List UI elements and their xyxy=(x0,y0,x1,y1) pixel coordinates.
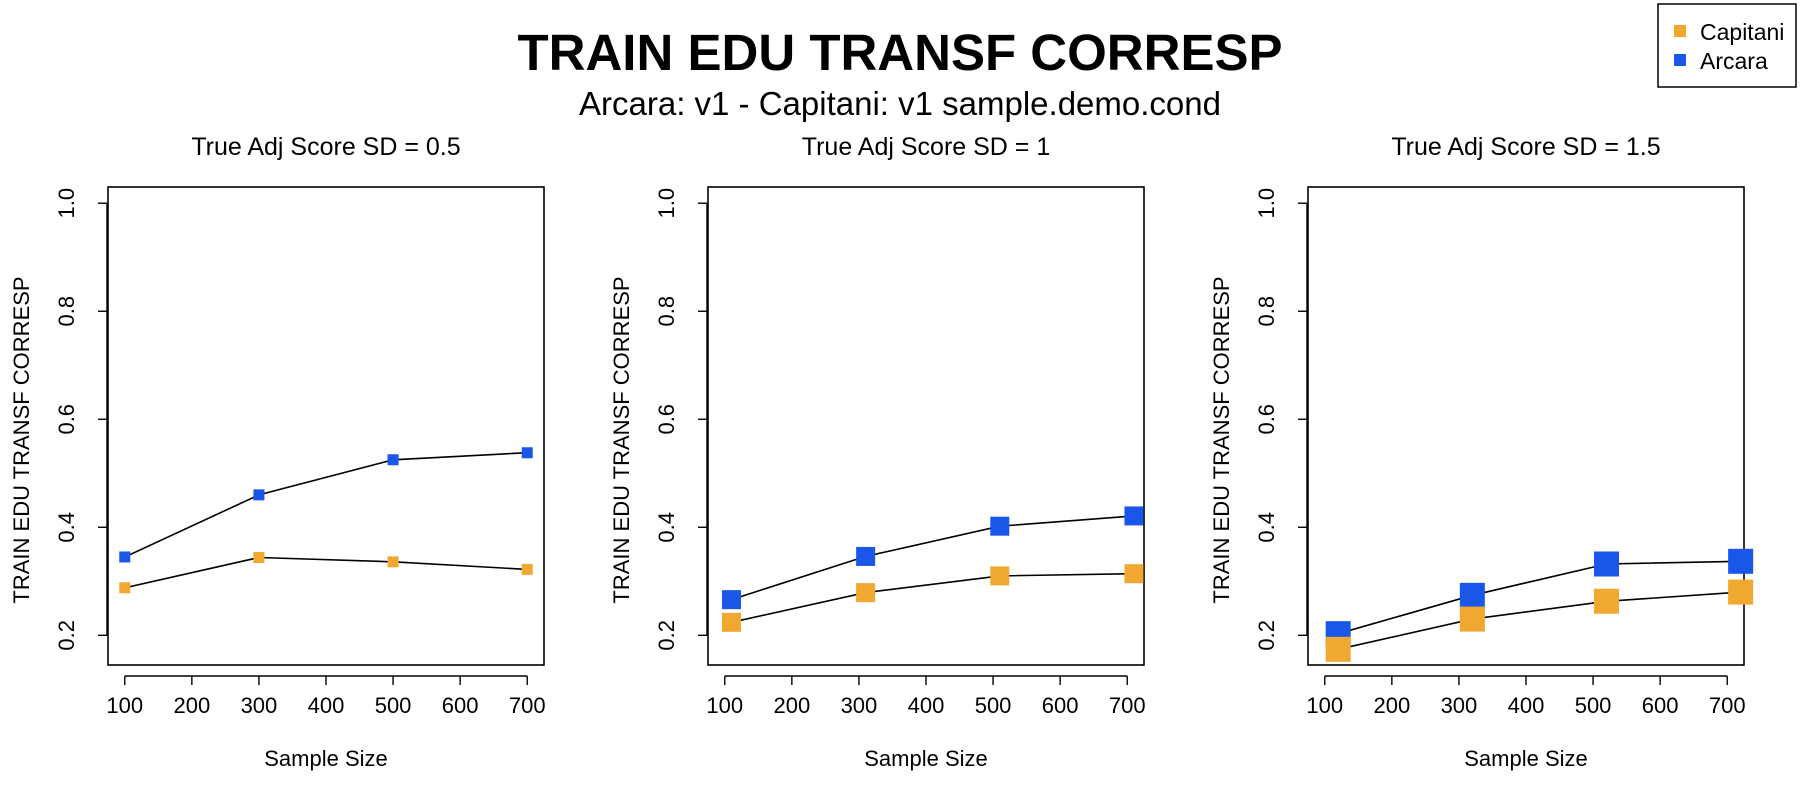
x-tick-label: 400 xyxy=(908,693,945,718)
x-tick-label: 400 xyxy=(1508,693,1545,718)
data-point-arcara xyxy=(1728,548,1754,574)
x-tick-label: 600 xyxy=(1042,693,1079,718)
data-point-arcara xyxy=(721,590,741,610)
series-line-capitani xyxy=(731,572,1134,624)
x-tick-label: 700 xyxy=(509,693,546,718)
data-point-capitani xyxy=(1325,636,1351,662)
data-point-capitani xyxy=(990,566,1010,586)
data-point-capitani xyxy=(387,556,399,568)
y-tick-label: 0.2 xyxy=(1254,620,1279,651)
series-line-capitani xyxy=(1338,591,1741,651)
y-axis-label: TRAIN EDU TRANSF CORRESP xyxy=(9,276,34,603)
legend-box xyxy=(1657,3,1797,88)
x-tick-label: 100 xyxy=(106,693,143,718)
panel-title: True Adj Score SD = 1.5 xyxy=(1391,133,1660,161)
legend: Capitani Arcara xyxy=(1657,3,1797,88)
y-axis-label: TRAIN EDU TRANSF CORRESP xyxy=(609,276,634,603)
data-point-arcara xyxy=(990,516,1010,536)
x-tick-label: 500 xyxy=(375,693,412,718)
data-point-capitani xyxy=(521,563,533,575)
y-tick-label: 0.4 xyxy=(654,512,679,543)
x-tick-label: 500 xyxy=(975,693,1012,718)
series-line-capitani xyxy=(124,556,528,589)
series-line-arcara xyxy=(731,515,1134,601)
x-tick-label: 300 xyxy=(241,693,278,718)
chart-panel-3: True Adj Score SD = 1.5 100 200 300 400 500 60… xyxy=(1209,133,1754,771)
y-axis-label: TRAIN EDU TRANSF CORRESP xyxy=(1209,276,1234,603)
y-tick-label: 0.2 xyxy=(54,620,79,651)
legend-swatch-arcara xyxy=(1674,54,1686,66)
data-point-capitani xyxy=(856,583,876,603)
panel-title: True Adj Score SD = 0.5 xyxy=(191,133,460,161)
data-point-arcara xyxy=(1459,582,1485,608)
x-tick-label: 400 xyxy=(308,693,345,718)
x-tick-label: 600 xyxy=(442,693,479,718)
x-tick-label: 700 xyxy=(1709,693,1746,718)
plot-frame xyxy=(1307,186,1745,666)
plot-frame xyxy=(707,186,1145,666)
chart-panel-2: True Adj Score SD = 1 100 200 300 400 500 600 7… xyxy=(609,133,1146,771)
x-tick-label: 200 xyxy=(173,693,210,718)
data-point-arcara xyxy=(253,489,265,501)
x-tick-label: 200 xyxy=(1373,693,1410,718)
data-point-capitani xyxy=(1728,579,1754,605)
x-axis-label: Sample Size xyxy=(864,746,988,771)
y-tick-label: 0.2 xyxy=(654,620,679,651)
x-tick-label: 200 xyxy=(773,693,810,718)
x-axis-label: Sample Size xyxy=(264,746,388,771)
data-point-arcara xyxy=(119,551,131,563)
y-tick-label: 0.4 xyxy=(1254,512,1279,543)
panel-title: True Adj Score SD = 1 xyxy=(802,133,1051,161)
data-point-arcara xyxy=(1124,506,1144,526)
data-point-capitani xyxy=(119,582,131,594)
x-tick-label: 300 xyxy=(1441,693,1478,718)
data-point-capitani xyxy=(1124,564,1144,584)
x-tick-label: 100 xyxy=(1306,693,1343,718)
data-point-arcara xyxy=(1593,551,1619,577)
data-point-capitani xyxy=(1593,588,1619,614)
legend-swatch-capitani xyxy=(1674,25,1686,37)
series-line-arcara xyxy=(1337,560,1741,635)
y-tick-label: 0.6 xyxy=(654,404,679,435)
y-tick-label: 0.8 xyxy=(1254,296,1279,327)
plot-frame xyxy=(107,186,545,666)
y-tick-label: 1.0 xyxy=(54,188,79,219)
y-tick-label: 0.8 xyxy=(54,296,79,327)
legend-label-capitani: Capitani xyxy=(1700,19,1784,45)
y-tick-label: 0.6 xyxy=(1254,404,1279,435)
legend-label-arcara: Arcara xyxy=(1700,48,1768,74)
data-point-arcara xyxy=(521,447,533,459)
data-point-capitani xyxy=(253,552,265,564)
data-point-capitani xyxy=(1459,606,1485,632)
y-tick-label: 0.4 xyxy=(54,512,79,543)
figure-subtitle: Arcara: v1 - Capitani: v1 sample.demo.co… xyxy=(579,85,1221,122)
y-tick-label: 0.6 xyxy=(54,404,79,435)
x-tick-label: 700 xyxy=(1109,693,1146,718)
x-tick-label: 300 xyxy=(841,693,878,718)
figure-title: TRAIN EDU TRANSF CORRESP xyxy=(517,24,1282,81)
x-tick-label: 600 xyxy=(1642,693,1679,718)
y-tick-label: 1.0 xyxy=(1254,188,1279,219)
data-point-capitani xyxy=(721,612,741,632)
x-axis-label: Sample Size xyxy=(1464,746,1588,771)
x-tick-label: 500 xyxy=(1575,693,1612,718)
y-tick-label: 1.0 xyxy=(654,188,679,219)
x-tick-label: 100 xyxy=(706,693,743,718)
y-tick-label: 0.8 xyxy=(654,296,679,327)
series-line-arcara xyxy=(124,451,528,558)
chart-panels: True Adj Score SD = 0.5 100 200 300 400 500 60… xyxy=(9,133,1754,771)
data-point-arcara xyxy=(387,454,399,466)
data-point-arcara xyxy=(856,546,876,566)
chart-panel-1: True Adj Score SD = 0.5 100 200 300 400 500 60… xyxy=(9,133,546,771)
